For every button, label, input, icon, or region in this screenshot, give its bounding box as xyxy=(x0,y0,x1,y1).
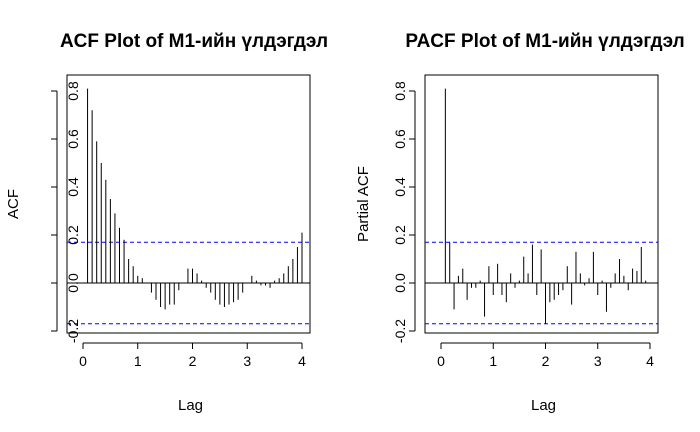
y-tick-label: 0.8 xyxy=(392,81,408,101)
x-tick-label: 4 xyxy=(646,353,654,369)
x-axis-label: Lag xyxy=(531,397,556,414)
y-tick-label: 0.6 xyxy=(392,129,408,149)
y-tick-label: -0.2 xyxy=(392,319,408,343)
x-tick-label: 4 xyxy=(298,353,306,369)
x-tick-label: 0 xyxy=(437,353,445,369)
x-tick-label: 0 xyxy=(79,353,87,369)
y-tick-label: 0.6 xyxy=(65,129,81,149)
y-tick-label: 0.4 xyxy=(65,177,81,197)
y-tick-label: 0.4 xyxy=(392,177,408,197)
x-tick-label: 3 xyxy=(243,353,251,369)
y-tick-label: 0.0 xyxy=(392,273,408,293)
chart-title: ACF Plot of M1-ийн үлдэгдэл xyxy=(60,31,328,52)
x-axis-label: Lag xyxy=(178,397,203,414)
x-tick-label: 1 xyxy=(489,353,497,369)
y-axis-label: ACF xyxy=(5,189,22,219)
x-tick-label: 3 xyxy=(594,353,602,369)
y-tick-label: 0.2 xyxy=(392,225,408,245)
plot-frame xyxy=(424,74,659,334)
pacf-panel: PACF Plot of M1-ийн үлдэгдэл 0 1 2 3 4 -0.2 0.0… xyxy=(355,31,685,414)
y-axis-label: Partial ACF xyxy=(355,166,372,242)
acf-panel: ACF Plot of M1-ийн үлдэгдэл 0 1 2 3 4 -0.2 0.0 0… xyxy=(5,31,328,414)
y-tick-label: 0.0 xyxy=(65,273,81,293)
plot-frame xyxy=(66,74,311,334)
x-tick-label: 1 xyxy=(134,353,142,369)
y-tick-label: -0.2 xyxy=(65,319,81,343)
x-tick-label: 2 xyxy=(542,353,550,369)
x-tick-label: 2 xyxy=(189,353,197,369)
chart-title: PACF Plot of M1-ийн үлдэгдэл xyxy=(405,31,684,52)
y-tick-label: 0.8 xyxy=(65,81,81,101)
y-tick-label: 0.2 xyxy=(65,225,81,245)
